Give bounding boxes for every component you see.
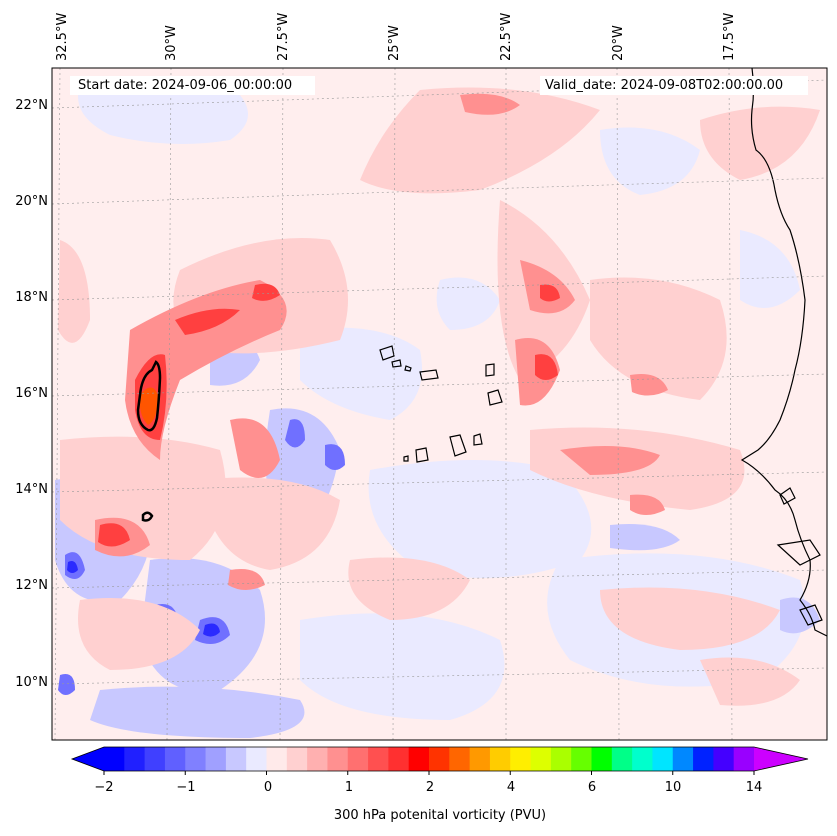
lon-label-20w: 20°W: [611, 25, 626, 61]
cbar-tick-10: 10: [664, 780, 682, 795]
colorbar-swatch: [124, 747, 146, 771]
cbar-tick-m2: −2: [94, 780, 114, 795]
lat-label-12n: 12°N: [15, 578, 48, 593]
colorbar: [70, 746, 809, 775]
colorbar-swatch: [510, 747, 532, 771]
lat-label-14n: 14°N: [15, 482, 48, 497]
colorbar-swatch: [185, 747, 207, 771]
cbar-tick-2: 2: [425, 780, 435, 795]
colorbar-swatch: [733, 747, 755, 771]
cbar-tick-6: 6: [587, 780, 597, 795]
colorbar-swatch: [144, 747, 166, 771]
colorbar-swatch: [693, 747, 714, 771]
lon-label-17-5w: 17.5°W: [722, 12, 737, 61]
colorbar-swatch: [205, 747, 227, 771]
start-date-box: [70, 76, 315, 95]
lon-label-30w: 30°W: [164, 25, 179, 61]
lat-label-22n: 22°N: [15, 98, 48, 113]
colorbar-swatch: [469, 747, 491, 771]
cbar-tick-0: 0: [263, 780, 273, 795]
valid-date: Valid_date: 2024-09-08T02:00:00.00: [545, 78, 784, 93]
colorbar-swatch: [713, 747, 735, 771]
colorbar-swatch: [591, 747, 613, 771]
colorbar-swatch: [347, 747, 369, 771]
graticule: [52, 68, 827, 740]
colorbar-swatch: [429, 747, 450, 771]
coastline: [740, 68, 827, 637]
colorbar-swatch: [164, 747, 186, 771]
colorbar-extend-high: [754, 747, 808, 771]
lat-label-16n: 16°N: [15, 386, 48, 401]
colorbar-swatch: [632, 747, 653, 771]
pv-2-contour: [136, 360, 162, 522]
lat-label-10n: 10°N: [15, 675, 48, 690]
colorbar-swatch: [368, 747, 389, 771]
colorbar-extend-low: [72, 747, 104, 771]
cbar-tick-14: 14: [745, 780, 763, 795]
colorbar-swatch: [530, 747, 552, 771]
colorbar-swatch: [408, 747, 430, 771]
lon-label-22-5w: 22.5°W: [499, 12, 514, 61]
lon-label-32-5w: 32.5°W: [55, 12, 70, 61]
colorbar-swatch: [266, 747, 288, 771]
map-frame: [51, 67, 828, 741]
lon-label-25w: 25°W: [387, 25, 402, 61]
negative-pv-core: [67, 561, 220, 637]
lat-label-20n: 20°N: [15, 194, 48, 209]
colorbar-label: 300 hPa potenital vorticity (PVU): [333, 808, 547, 823]
start-date: Start date: 2024-09-06_00:00:00: [78, 78, 293, 93]
cbar-tick-4: 4: [506, 780, 516, 795]
colorbar-swatch: [225, 747, 247, 771]
colorbar-swatch: [286, 747, 308, 771]
cape-verde-islands: [379, 345, 503, 463]
positive-pv-core: [139, 387, 158, 425]
colorbar-swatch: [489, 747, 511, 771]
lat-label-18n: 18°N: [15, 290, 48, 305]
colorbar-swatch: [652, 747, 674, 771]
colorbar-swatch: [449, 747, 471, 771]
valid-date-box: [540, 76, 808, 95]
colorbar-swatch: [246, 747, 267, 771]
colorbar-swatch: [388, 747, 410, 771]
colorbar-swatch: [571, 747, 592, 771]
colorbar-swatch: [104, 747, 125, 771]
colorbar-swatch: [550, 747, 572, 771]
colorbar-swatch: [307, 747, 328, 771]
negative-pv-light: [78, 83, 805, 720]
cbar-tick-1: 1: [344, 780, 354, 795]
colorbar-swatch: [611, 747, 633, 771]
colorbar-swatch: [327, 747, 349, 771]
pv-field: [52, 68, 827, 740]
colorbar-swatch: [672, 747, 694, 771]
lon-label-27-5w: 27.5°W: [276, 12, 291, 61]
cbar-tick-m1: −1: [176, 780, 196, 795]
